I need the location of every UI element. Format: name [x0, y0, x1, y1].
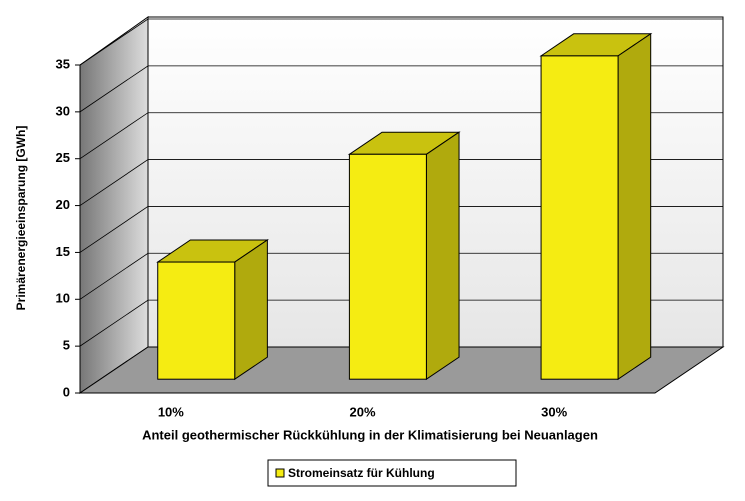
y-tick-label: 5 [63, 338, 70, 353]
y-tick-label: 25 [56, 150, 70, 165]
plot-marks [156, 32, 653, 381]
y-tick-label: 35 [56, 56, 70, 71]
y-tick-label: 10 [56, 291, 70, 306]
bar [348, 153, 427, 380]
y-tick-label: 20 [56, 197, 70, 212]
x-axis-title: Anteil geothermischer Rückkühlung in der… [142, 427, 598, 442]
x-tick-label: 20% [349, 404, 375, 419]
legend [267, 459, 517, 487]
side-wall [79, 16, 149, 394]
grid-line [79, 159, 723, 206]
bar-side [234, 239, 268, 381]
grid-line [79, 65, 723, 113]
y-axis-title: Primärenergieeinsparung [GWh] [14, 126, 28, 311]
bar-side [425, 131, 460, 381]
grid-line [79, 112, 723, 160]
bar [540, 55, 619, 380]
y-tick-label: 30 [56, 103, 70, 118]
bar [157, 261, 236, 380]
grid-line [79, 18, 723, 66]
bar-side [617, 32, 652, 381]
grid-line [79, 206, 723, 253]
x-tick-label: 30% [541, 404, 567, 419]
legend-swatch [275, 468, 285, 478]
x-tick-label: 10% [158, 404, 184, 419]
grid-line [79, 299, 723, 347]
y-tick-label: 15 [56, 244, 70, 259]
grid-line [79, 252, 723, 300]
y-tick-label: 0 [63, 384, 70, 399]
legend-label: Stromeinsatz für Kühlung [288, 466, 435, 480]
